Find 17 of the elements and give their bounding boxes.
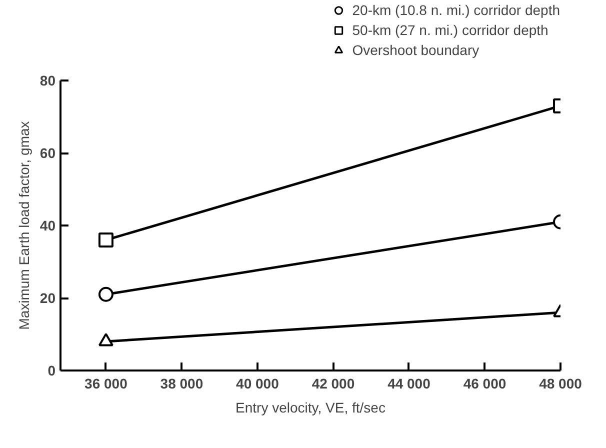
x-tick-label: 36 000 <box>84 376 128 392</box>
y-axis-title: Maximum Earth load factor, gmax <box>16 121 32 330</box>
y-tick-label: 0 <box>48 362 56 378</box>
x-tick-label: 44 000 <box>388 376 431 392</box>
x-tick-label: 40 000 <box>236 376 280 392</box>
legend-label: Overshoot boundary <box>352 41 480 60</box>
x-tick-label: 38 000 <box>160 376 204 392</box>
x-tick-label: 46 000 <box>463 376 506 392</box>
y-tick-label: 80 <box>40 72 56 88</box>
x-tick-label: 48 000 <box>539 376 582 392</box>
y-tick-label: 60 <box>40 145 56 161</box>
legend-label: 50-km (27 n. mi.) corridor depth <box>352 21 548 40</box>
x-tick-label: 42 000 <box>312 376 355 392</box>
legend-label: 20-km (10.8 n. mi.) corridor depth <box>352 1 560 20</box>
y-tick-label: 40 <box>40 218 56 234</box>
x-axis-title: Entry velocity, VE, ft/sec <box>236 400 386 416</box>
y-tick-label: 20 <box>40 290 56 306</box>
